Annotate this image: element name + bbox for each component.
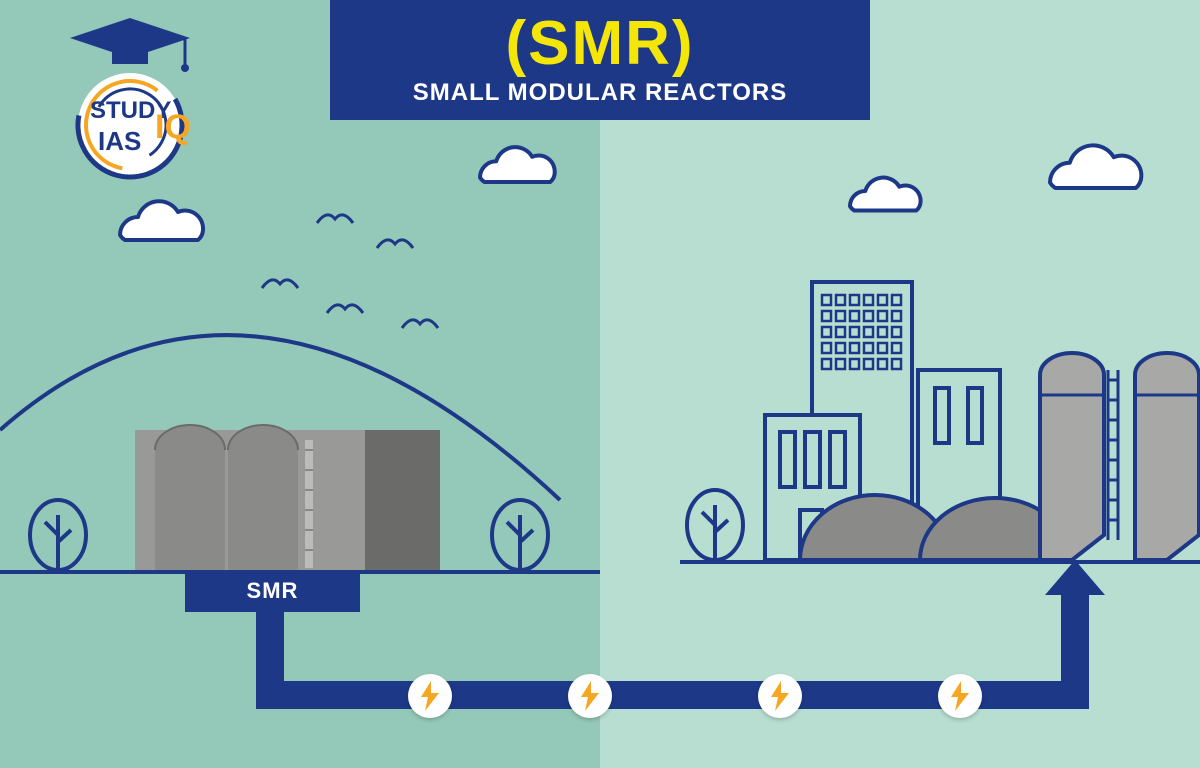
birds-group [262, 215, 438, 328]
bolt-icon [408, 674, 452, 718]
clouds-group [120, 145, 1141, 240]
bolt-icon [758, 674, 802, 718]
smr-label-box: SMR [185, 570, 360, 612]
svg-text:IAS: IAS [98, 126, 141, 156]
smr-reactor [135, 425, 440, 570]
industrial-silos [1040, 353, 1200, 560]
smr-label-text: SMR [247, 578, 299, 604]
flow-arrowhead [1045, 560, 1105, 595]
banner-subtitle: SMALL MODULAR REACTORS [413, 79, 787, 107]
industrial-domes [800, 495, 1070, 560]
logo-svg: STUDY IQ IAS [40, 10, 220, 190]
tree-icon [30, 500, 86, 572]
tree-icon [687, 490, 743, 562]
banner-acronym: (SMR) [505, 13, 694, 75]
studyiq-logo: STUDY IQ IAS [40, 10, 220, 190]
svg-text:IQ: IQ [155, 108, 191, 146]
tree-icon [492, 500, 548, 572]
title-banner: (SMR) SMALL MODULAR REACTORS [330, 0, 870, 120]
bolt-icon [568, 674, 612, 718]
bolt-icon [938, 674, 982, 718]
